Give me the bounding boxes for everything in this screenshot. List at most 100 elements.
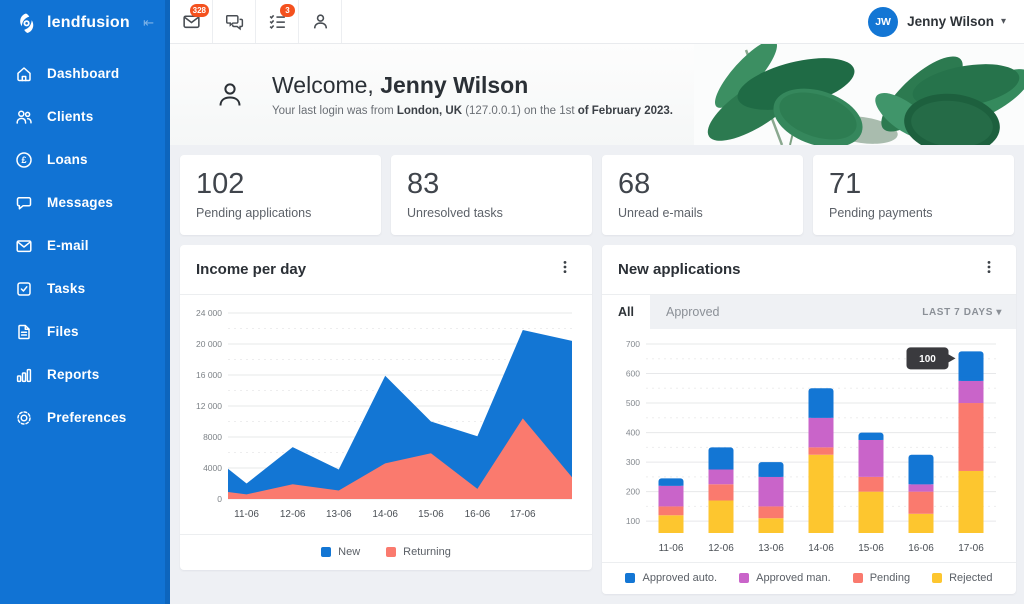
sidebar-item-tasks[interactable]: Tasks	[0, 267, 170, 310]
income-chart-legend: New Returning	[180, 534, 592, 570]
svg-text:15-06: 15-06	[858, 543, 884, 554]
sidebar-item-loans[interactable]: £ Loans	[0, 138, 170, 181]
mail-button[interactable]: 328	[170, 0, 213, 43]
sidebar-item-label: Loans	[47, 152, 88, 167]
legend-item-approved-auto-[interactable]: Approved auto.	[625, 572, 717, 584]
svg-text:11-06: 11-06	[659, 543, 684, 554]
tab-all[interactable]: All	[602, 295, 650, 329]
svg-text:8000: 8000	[203, 432, 222, 442]
preferences-icon	[14, 408, 34, 428]
sidebar-item-label: Files	[47, 324, 79, 339]
sidebar-item-clients[interactable]: Clients	[0, 95, 170, 138]
income-area-chart: 0 4000 8000 12 000 16 000 20 000 24 000 11-06 12…	[196, 308, 572, 520]
welcome-banner: Welcome, Jenny Wilson Your last login wa…	[170, 44, 1024, 145]
sidebar-nav: Dashboard Clients £ Loans Messages E-mail Task…	[0, 52, 170, 439]
kebab-menu-icon[interactable]	[978, 258, 1000, 281]
plant-image	[694, 44, 1024, 145]
stat-value: 71	[829, 168, 862, 200]
legend-label: Rejected	[949, 572, 993, 584]
svg-text:500: 500	[626, 398, 640, 408]
stat-card-pending-payments: 71 Pending payments	[813, 155, 1014, 235]
sidebar-item-label: E-mail	[47, 238, 89, 253]
caret-down-icon: ▾	[1000, 16, 1006, 27]
svg-text:12-06: 12-06	[280, 509, 306, 520]
checklist-icon	[269, 14, 285, 30]
legend-label: Approved auto.	[642, 572, 718, 584]
sidebar-item-messages[interactable]: Messages	[0, 181, 170, 224]
loans-icon: £	[14, 150, 34, 170]
svg-text:11-06: 11-06	[234, 509, 259, 520]
svg-text:100: 100	[626, 516, 640, 526]
svg-text:15-06: 15-06	[418, 509, 444, 520]
content: 102 Pending applications 83 Unresolved task…	[170, 145, 1024, 604]
stat-label: Unresolved tasks	[407, 206, 503, 220]
stats-row: 102 Pending applications 83 Unresolved task…	[180, 155, 1014, 235]
svg-text:100: 100	[919, 354, 936, 365]
svg-text:16-06: 16-06	[908, 543, 934, 554]
svg-text:20 000: 20 000	[196, 339, 222, 349]
svg-text:4000: 4000	[203, 463, 222, 473]
sidebar-item-label: Tasks	[47, 281, 86, 296]
svg-text:14-06: 14-06	[372, 509, 398, 520]
caret-down-icon: ▾	[996, 306, 1002, 318]
tasks-icon	[14, 279, 34, 299]
user-name: Jenny Wilson	[907, 14, 994, 29]
legend-label: Pending	[869, 572, 911, 584]
stat-value: 68	[618, 168, 651, 200]
kebab-menu-icon[interactable]	[554, 258, 576, 281]
tab-approved[interactable]: Approved	[665, 305, 720, 319]
profile-button[interactable]	[299, 0, 342, 43]
legend-item-rejected[interactable]: Rejected	[932, 572, 993, 584]
sidebar-item-label: Clients	[47, 109, 94, 124]
legend-swatch	[739, 573, 750, 583]
logo-icon[interactable]	[14, 11, 39, 36]
svg-text:24 000: 24 000	[196, 308, 222, 318]
mail-badge: 328	[189, 4, 209, 17]
svg-text:400: 400	[626, 428, 640, 438]
legend-item-returning[interactable]: Returning	[386, 546, 451, 558]
sidebar-item-files[interactable]: Files	[0, 310, 170, 353]
sidebar-item-email[interactable]: E-mail	[0, 224, 170, 267]
legend-label: Returning	[403, 546, 451, 558]
sidebar-item-dashboard[interactable]: Dashboard	[0, 52, 170, 95]
stat-label: Pending payments	[829, 206, 933, 220]
svg-text:12-06: 12-06	[708, 543, 734, 554]
legend-item-pending[interactable]: Pending	[852, 572, 911, 584]
clients-icon	[14, 107, 34, 127]
welcome-person-icon	[219, 82, 241, 106]
applications-tabs: All Approved LAST 7 DAYS ▾	[602, 295, 1016, 329]
sidebar: lendfusion ⇤ Dashboard Clients £ Loans Messa…	[0, 0, 170, 604]
main-area: 328 3	[170, 0, 1024, 604]
email-icon	[14, 236, 34, 256]
sidebar-item-reports[interactable]: Reports	[0, 353, 170, 396]
user-menu[interactable]: JW Jenny Wilson ▾	[850, 0, 1024, 43]
task-list-button[interactable]: 3	[256, 0, 299, 43]
stat-label: Pending applications	[196, 206, 312, 220]
messages-icon	[14, 193, 34, 213]
legend-item-approved-man-[interactable]: Approved man.	[739, 572, 831, 584]
chat-icon	[225, 14, 243, 31]
legend-swatch	[625, 573, 636, 583]
applications-chart-legend: Approved auto. Approved man. Pending Reject…	[602, 562, 1016, 594]
svg-text:13-06: 13-06	[758, 543, 784, 554]
sidebar-item-preferences[interactable]: Preferences	[0, 396, 170, 439]
chat-button[interactable]	[213, 0, 256, 43]
svg-text:0: 0	[217, 494, 222, 504]
stat-label: Unread e-mails	[618, 206, 703, 220]
date-range-select[interactable]: LAST 7 DAYS ▾	[922, 306, 1002, 318]
sidebar-item-label: Preferences	[47, 410, 127, 425]
svg-text:12 000: 12 000	[196, 401, 222, 411]
stat-card-unread-e-mails: 68 Unread e-mails	[602, 155, 803, 235]
stat-card-pending-applications: 102 Pending applications	[180, 155, 381, 235]
sidebar-item-label: Dashboard	[47, 66, 120, 81]
legend-item-new[interactable]: New	[321, 546, 360, 558]
sidebar-collapse-icon[interactable]: ⇤	[143, 15, 154, 30]
brand-name[interactable]: lendfusion	[47, 14, 130, 31]
person-icon	[313, 14, 327, 29]
legend-label: Approved man.	[756, 572, 831, 584]
svg-text:17-06: 17-06	[958, 543, 984, 554]
new-applications-card: New applications All Approved LAST 7 DAYS…	[602, 245, 1016, 594]
legend-swatch	[852, 573, 863, 583]
svg-text:300: 300	[626, 457, 640, 467]
